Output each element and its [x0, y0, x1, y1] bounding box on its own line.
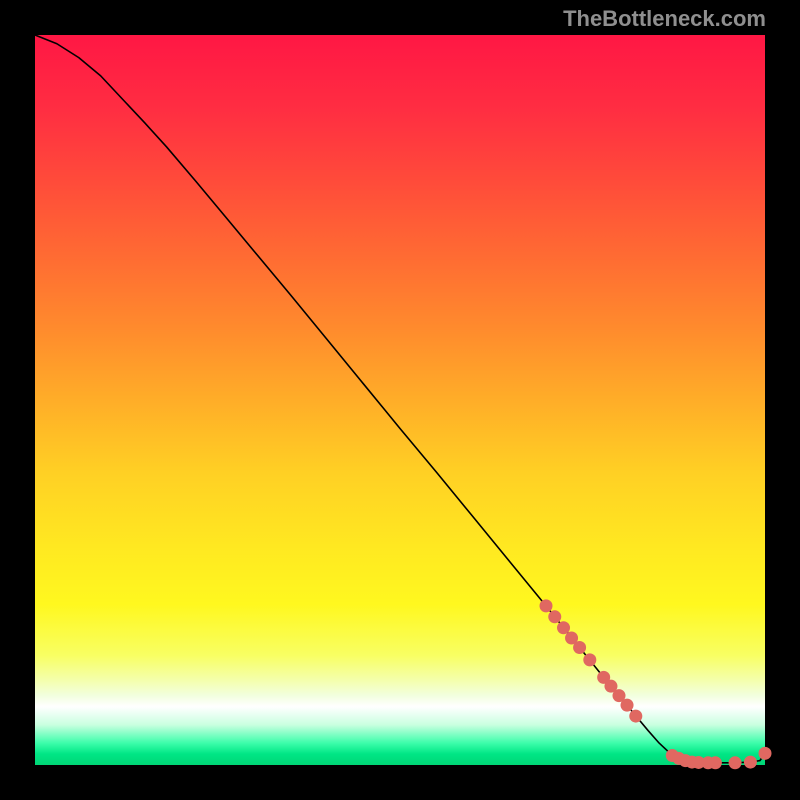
data-point-marker: [744, 756, 757, 769]
data-point-marker: [621, 699, 634, 712]
watermark-label: TheBottleneck.com: [563, 6, 766, 32]
plot-gradient-background: [35, 35, 765, 765]
data-point-marker: [709, 756, 722, 769]
data-point-marker: [573, 641, 586, 654]
data-point-marker: [557, 621, 570, 634]
data-point-marker: [540, 599, 553, 612]
chart-svg: [0, 0, 800, 800]
data-point-marker: [729, 756, 742, 769]
data-point-marker: [629, 710, 642, 723]
data-point-marker: [759, 747, 772, 760]
chart-frame: TheBottleneck.com: [0, 0, 800, 800]
data-point-marker: [548, 610, 561, 623]
data-point-marker: [583, 653, 596, 666]
